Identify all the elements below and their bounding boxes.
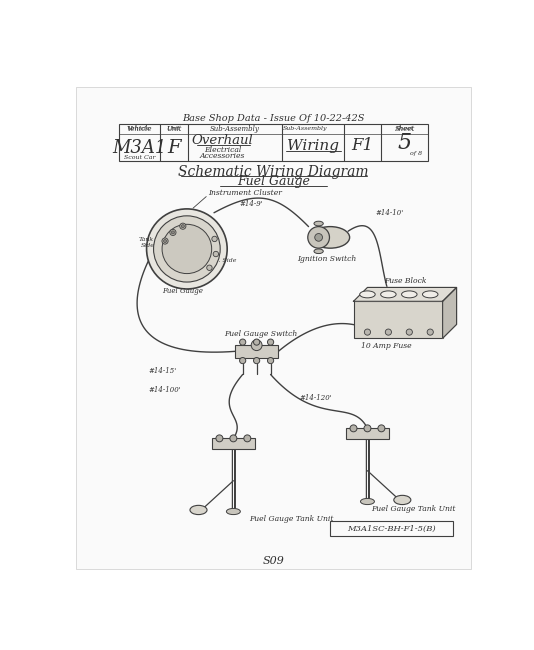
- Ellipse shape: [311, 227, 350, 248]
- Circle shape: [350, 425, 357, 432]
- Ellipse shape: [422, 291, 438, 298]
- Bar: [120, 124, 428, 161]
- Polygon shape: [354, 287, 457, 302]
- Ellipse shape: [314, 249, 323, 254]
- Circle shape: [171, 231, 175, 234]
- Circle shape: [244, 435, 251, 442]
- Text: Fuse Block: Fuse Block: [384, 278, 426, 285]
- Text: Fuel Gauge Switch: Fuel Gauge Switch: [224, 330, 297, 339]
- Circle shape: [163, 239, 167, 242]
- Circle shape: [170, 229, 176, 235]
- Text: F1: F1: [352, 137, 374, 154]
- Text: #14-10': #14-10': [375, 209, 403, 216]
- Bar: [330, 521, 453, 536]
- Circle shape: [154, 216, 220, 282]
- Circle shape: [162, 238, 168, 244]
- Ellipse shape: [226, 508, 240, 515]
- Text: Base Shop Data - Issue Of 10-22-42S: Base Shop Data - Issue Of 10-22-42S: [183, 114, 365, 123]
- Bar: [345, 428, 389, 439]
- Text: Fuel Gauge Tank Unit: Fuel Gauge Tank Unit: [371, 505, 456, 514]
- Text: Wiring: Wiring: [287, 138, 339, 153]
- Text: Instrument Cluster: Instrument Cluster: [209, 188, 282, 197]
- Bar: [211, 438, 255, 449]
- Text: of 8: of 8: [410, 151, 422, 156]
- Text: #14-9': #14-9': [239, 200, 263, 207]
- Bar: [354, 302, 443, 338]
- Text: Ign. Side: Ign. Side: [209, 258, 237, 263]
- Text: Vehicle: Vehicle: [127, 125, 152, 133]
- Circle shape: [212, 236, 217, 242]
- Polygon shape: [443, 287, 457, 338]
- Text: Scout Car: Scout Car: [124, 155, 155, 160]
- Text: M3A1SC-BH-F1-5(B): M3A1SC-BH-F1-5(B): [347, 525, 436, 532]
- Text: Electrical: Electrical: [204, 146, 241, 153]
- Circle shape: [162, 224, 211, 274]
- Text: S09: S09: [263, 556, 285, 566]
- Circle shape: [378, 425, 385, 432]
- Text: Tank
Side: Tank Side: [139, 237, 154, 248]
- Ellipse shape: [190, 505, 207, 515]
- Ellipse shape: [314, 221, 323, 226]
- Text: 10 Amp Fuse: 10 Amp Fuse: [362, 342, 412, 350]
- Circle shape: [308, 227, 329, 248]
- Circle shape: [240, 358, 246, 363]
- Text: #14-100': #14-100': [148, 386, 180, 394]
- Text: Accessories: Accessories: [200, 151, 245, 160]
- Circle shape: [268, 339, 274, 345]
- Circle shape: [230, 435, 237, 442]
- Text: Sheet: Sheet: [396, 126, 414, 131]
- Circle shape: [251, 340, 262, 350]
- Circle shape: [207, 265, 212, 270]
- Ellipse shape: [381, 291, 396, 298]
- Text: 5: 5: [398, 132, 412, 153]
- Text: Fuel Gauge: Fuel Gauge: [237, 176, 310, 188]
- Circle shape: [254, 339, 260, 345]
- Circle shape: [364, 425, 371, 432]
- Bar: [235, 345, 278, 358]
- Ellipse shape: [402, 291, 417, 298]
- Circle shape: [268, 358, 274, 363]
- Circle shape: [181, 225, 184, 227]
- Text: #14-120': #14-120': [299, 393, 332, 402]
- Circle shape: [180, 223, 186, 229]
- Text: Overhaul: Overhaul: [192, 134, 254, 147]
- Text: Sub-Assembly: Sub-Assembly: [210, 125, 260, 133]
- Circle shape: [406, 329, 412, 335]
- Circle shape: [216, 435, 223, 442]
- Text: Fuel Gauge: Fuel Gauge: [162, 287, 203, 295]
- Circle shape: [146, 209, 227, 289]
- Text: #14-15': #14-15': [148, 367, 176, 374]
- Circle shape: [427, 329, 433, 335]
- Text: Schematic Wiring Diagram: Schematic Wiring Diagram: [178, 165, 369, 179]
- Text: Fuel Gauge Tank Unit: Fuel Gauge Tank Unit: [249, 515, 333, 523]
- Text: Unit: Unit: [166, 125, 182, 133]
- Circle shape: [254, 358, 260, 363]
- Ellipse shape: [360, 499, 374, 504]
- Text: M3A1: M3A1: [113, 139, 167, 157]
- Circle shape: [385, 329, 391, 335]
- Circle shape: [364, 329, 371, 335]
- Text: Sheet: Sheet: [395, 125, 415, 133]
- Circle shape: [213, 252, 218, 257]
- Text: Vehicle: Vehicle: [128, 126, 151, 131]
- Ellipse shape: [360, 291, 375, 298]
- Text: Unit: Unit: [167, 126, 180, 131]
- Circle shape: [240, 339, 246, 345]
- Text: Ignition Switch: Ignition Switch: [297, 255, 356, 263]
- Circle shape: [315, 233, 323, 241]
- Text: F: F: [167, 139, 180, 157]
- Ellipse shape: [394, 495, 411, 504]
- Text: Sub-Assembly: Sub-Assembly: [283, 126, 328, 131]
